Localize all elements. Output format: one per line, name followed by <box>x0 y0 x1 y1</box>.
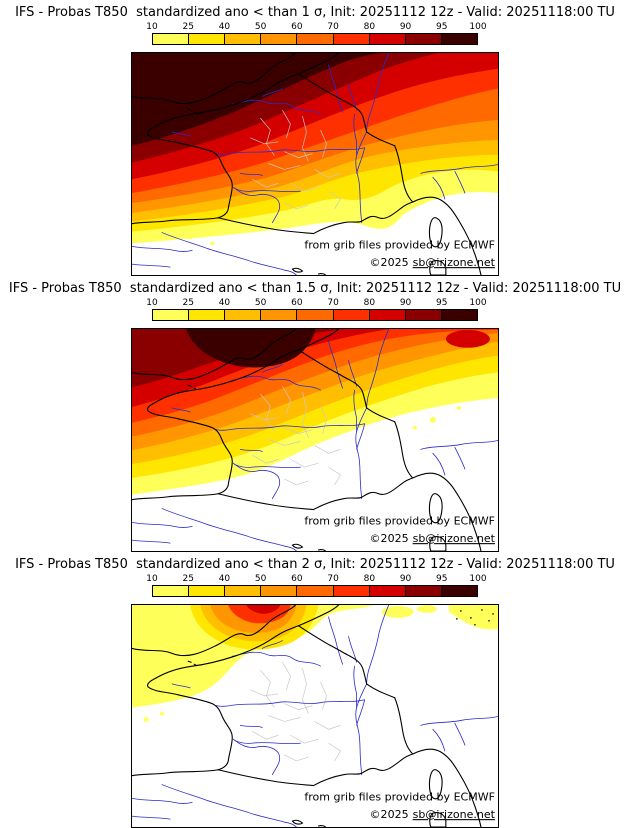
ecmwf-credit: from grib files provided by ECMWF <box>304 790 495 803</box>
forecast-panel-sigma-2: IFS - Probas T850 standardized ano < tha… <box>0 552 630 828</box>
colorbar-segment <box>297 586 334 596</box>
colorbar-tick-label: 90 <box>399 298 412 308</box>
colorbar-tick-label: 50 <box>254 22 267 32</box>
colorbar-tick-label: 80 <box>363 298 376 308</box>
colorbar-segment <box>261 310 298 320</box>
colorbar-tick-label: 70 <box>327 298 339 308</box>
colorbar-bar <box>152 309 478 321</box>
colorbar-tick-label: 40 <box>218 574 231 584</box>
colorbar-ticks: 10 25 40 50 60 70 80 90 95 100 <box>146 574 486 584</box>
probability-field <box>132 329 498 495</box>
colorbar-tick-label: 25 <box>182 574 194 584</box>
colorbar: 10 25 40 50 60 70 80 90 95 100 <box>146 574 487 597</box>
colorbar-segment <box>333 310 370 320</box>
forecast-panel-sigma-1: IFS - Probas T850 standardized ano < tha… <box>0 0 630 276</box>
colorbar-tick-label: 90 <box>399 574 412 584</box>
colorbar-tick-label: 80 <box>363 22 376 32</box>
colorbar-tick-label: 70 <box>327 22 339 32</box>
colorbar-ticks: 10 25 40 50 60 70 80 90 95 100 <box>146 298 486 308</box>
copyright-line: ©2025 sb@irizone.net <box>370 532 496 545</box>
colorbar-tick-label: 50 <box>254 298 267 308</box>
colorbar-segment <box>441 586 477 596</box>
probability-map-sigma-2: from grib files provided by ECMWF ©2025 s… <box>131 604 499 828</box>
panel-title: IFS - Probas T850 standardized ano < tha… <box>15 557 615 572</box>
colorbar-tick-label: 10 <box>146 574 158 584</box>
colorbar: 10 25 40 50 60 70 80 90 95 100 <box>146 22 487 45</box>
colorbar-tick-label: 100 <box>469 22 487 32</box>
colorbar-segment <box>405 310 442 320</box>
colorbar-tick-label: 95 <box>436 22 448 32</box>
colorbar-tick-label: 50 <box>254 574 267 584</box>
colorbar-segment <box>333 586 370 596</box>
colorbar-tick-label: 60 <box>291 298 303 308</box>
email-text: sb@irizone.net <box>413 256 496 269</box>
stipple-dots <box>456 609 494 626</box>
colorbar-tick-label: 40 <box>218 298 231 308</box>
colorbar-segment <box>261 586 298 596</box>
ecmwf-credit: from grib files provided by ECMWF <box>304 238 495 251</box>
colorbar-segment <box>189 586 226 596</box>
colorbar-segment <box>369 34 406 44</box>
colorbar-segment <box>261 34 298 44</box>
colorbar-tick-label: 100 <box>469 298 487 308</box>
colorbar-segment <box>297 34 334 44</box>
colorbar-tick-label: 40 <box>218 22 231 32</box>
colorbar-tick-label: 10 <box>146 298 158 308</box>
colorbar-segment <box>153 34 190 44</box>
email-text: sb@irizone.net <box>413 808 496 821</box>
colorbar-segment <box>189 34 226 44</box>
colorbar-tick-label: 60 <box>291 574 303 584</box>
colorbar-tick-label: 80 <box>363 574 376 584</box>
colorbar-segment <box>405 586 442 596</box>
colorbar-tick-label: 10 <box>146 22 158 32</box>
colorbar-tick-label: 25 <box>182 22 194 32</box>
colorbar-segment <box>369 586 406 596</box>
colorbar-segment <box>189 310 226 320</box>
colorbar-segment <box>153 310 190 320</box>
colorbar-tick-label: 60 <box>291 22 303 32</box>
ecmwf-credit: from grib files provided by ECMWF <box>304 514 495 527</box>
colorbar-tick-label: 90 <box>399 22 412 32</box>
colorbar-ticks: 10 25 40 50 60 70 80 90 95 100 <box>146 22 486 32</box>
colorbar-segment <box>369 310 406 320</box>
colorbar-tick-label: 25 <box>182 298 194 308</box>
panel-title: IFS - Probas T850 standardized ano < tha… <box>8 281 622 296</box>
colorbar-segment <box>333 34 370 44</box>
probability-field <box>132 53 498 246</box>
copyright-line: ©2025 sb@irizone.net <box>370 808 496 821</box>
colorbar-segment <box>225 310 262 320</box>
probability-field <box>132 605 498 722</box>
colorbar-tick-label: 100 <box>469 574 487 584</box>
colorbar-bar <box>152 585 478 597</box>
colorbar: 10 25 40 50 60 70 80 90 95 100 <box>146 298 487 321</box>
colorbar-segment <box>225 586 262 596</box>
colorbar-segment <box>405 34 442 44</box>
colorbar-segment <box>153 586 190 596</box>
email-text: sb@irizone.net <box>413 532 496 545</box>
panel-title: IFS - Probas T850 standardized ano < tha… <box>15 5 615 20</box>
forecast-panel-sigma-1-5: IFS - Probas T850 standardized ano < tha… <box>0 276 630 552</box>
colorbar-bar <box>152 33 478 45</box>
colorbar-segment <box>441 34 477 44</box>
copyright-line: ©2025 sb@irizone.net <box>370 256 496 269</box>
probability-map-sigma-1-5: from grib files provided by ECMWF ©2025 s… <box>131 328 499 552</box>
colorbar-tick-label: 70 <box>327 574 339 584</box>
colorbar-segment <box>441 310 477 320</box>
colorbar-segment <box>297 310 334 320</box>
probability-map-sigma-1: from grib files provided by ECMWF ©2025 s… <box>131 52 499 276</box>
colorbar-tick-label: 95 <box>436 298 448 308</box>
colorbar-tick-label: 95 <box>436 574 448 584</box>
colorbar-segment <box>225 34 262 44</box>
